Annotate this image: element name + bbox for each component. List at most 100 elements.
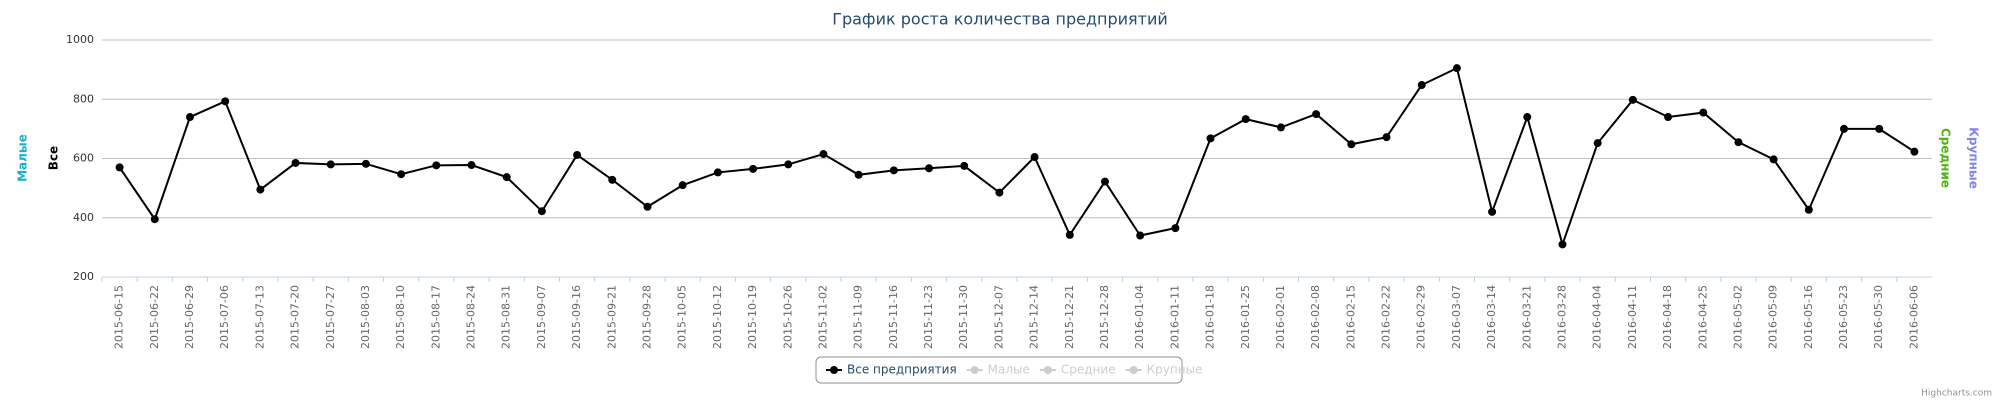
marker	[784, 160, 793, 169]
axis-title: Все	[47, 146, 61, 170]
x-tick-label: 2015-07-20	[289, 285, 302, 349]
marker	[1347, 140, 1356, 149]
marker	[678, 181, 687, 190]
x-tick-label: 2015-06-29	[183, 285, 196, 349]
chart-title: График роста количества предприятий	[832, 10, 1168, 29]
marker	[1312, 110, 1321, 119]
marker	[432, 161, 441, 170]
marker	[1804, 205, 1813, 214]
marker	[326, 160, 335, 169]
y-tick-label: 1000	[66, 33, 94, 46]
x-tick-label: 2016-03-21	[1520, 285, 1533, 349]
marker	[643, 202, 652, 211]
marker	[1276, 123, 1285, 132]
x-tick-label: 2016-04-04	[1591, 285, 1604, 349]
x-tick-label: 2015-12-21	[1063, 285, 1076, 349]
credits[interactable]: Highcharts.com	[1921, 389, 1992, 399]
x-tick-label: 2015-06-22	[148, 285, 161, 349]
x-tick-label: 2015-11-02	[816, 285, 829, 349]
marker	[1171, 224, 1180, 233]
marker	[467, 161, 476, 170]
marker	[150, 215, 159, 224]
marker	[256, 185, 265, 194]
x-tick-label: 2016-01-11	[1168, 285, 1181, 349]
x-tick-label: 2015-11-30	[957, 285, 970, 349]
line	[118, 66, 1915, 248]
legend-marker	[1129, 366, 1138, 374]
legend-label[interactable]: Крупные	[1147, 363, 1203, 377]
marker	[1523, 113, 1532, 122]
x-tick-label: 2015-10-05	[676, 285, 689, 349]
x-tick-label: 2016-04-18	[1661, 285, 1674, 349]
marker	[1452, 64, 1461, 73]
x-tick-label: 2015-06-15	[113, 285, 126, 349]
y-tick-label: 600	[73, 152, 94, 165]
marker	[1206, 134, 1215, 143]
legend-box	[815, 356, 1183, 384]
x-tick-label: 2016-01-18	[1204, 285, 1217, 349]
x-tick-label: 2016-04-25	[1696, 285, 1709, 349]
marker	[960, 161, 969, 170]
x-tick-label: 2016-01-25	[1239, 285, 1252, 349]
x-tick-label: 2016-02-22	[1380, 285, 1393, 349]
marker	[1875, 124, 1884, 133]
marker	[1065, 230, 1074, 239]
x-tick-label: 2016-05-09	[1767, 285, 1780, 349]
legend-marker	[830, 366, 838, 374]
x-tick-label: 2015-08-31	[500, 285, 513, 349]
marker	[537, 207, 546, 216]
marker	[819, 150, 828, 159]
marker	[1664, 113, 1673, 122]
x-tick-label: 2015-09-07	[535, 285, 548, 349]
marker	[397, 170, 406, 179]
x-tick-label: 2016-03-07	[1450, 285, 1463, 349]
x-tick-label: 2015-09-16	[570, 285, 583, 349]
marker	[713, 168, 722, 177]
x-tick-label: 2015-11-09	[852, 285, 865, 349]
marker	[1769, 155, 1778, 164]
x-tick-label: 2016-02-15	[1344, 285, 1357, 349]
marker	[1840, 124, 1849, 133]
legend-marker	[970, 366, 979, 374]
x-tick-label: 2015-11-23	[922, 285, 935, 349]
marker	[925, 164, 934, 173]
marker	[1100, 177, 1109, 186]
x-tick-label: 2015-08-10	[394, 285, 407, 349]
marker	[1030, 153, 1039, 162]
x-tick-label: 2016-03-14	[1485, 285, 1498, 349]
x-tick-label: 2015-08-24	[465, 285, 478, 349]
x-tick-label: 2016-02-01	[1274, 285, 1287, 349]
marker	[995, 188, 1004, 197]
marker	[1241, 115, 1250, 124]
x-tick-label: 2016-02-08	[1309, 285, 1322, 349]
marker	[1417, 81, 1426, 90]
marker	[1558, 240, 1567, 249]
axis-title: Средние	[1939, 128, 1953, 188]
x-tick-label: 2015-10-26	[781, 285, 794, 349]
x-tick-label: 2016-06-06	[1907, 285, 1920, 349]
x-tick-label: 2016-05-30	[1872, 285, 1885, 349]
marker	[1382, 133, 1391, 142]
legend-marker	[1043, 366, 1052, 374]
y-tick-label: 200	[73, 270, 94, 283]
marker	[115, 163, 124, 172]
legend-label[interactable]: Все предприятия	[847, 363, 957, 377]
axis-title: Крупные	[1967, 127, 1981, 189]
x-tick-label: 2016-02-29	[1415, 285, 1428, 349]
marker	[608, 175, 617, 184]
x-tick-label: 2015-09-21	[605, 285, 618, 349]
legend-label[interactable]: Малые	[988, 363, 1030, 377]
marker	[1488, 207, 1497, 216]
x-tick-label: 2015-11-16	[887, 285, 900, 349]
marker	[502, 173, 511, 182]
x-tick-label: 2015-12-28	[1098, 285, 1111, 349]
marker	[1910, 147, 1919, 156]
legend-label[interactable]: Средние	[1061, 363, 1116, 377]
y-tick-label: 400	[73, 211, 94, 224]
marker	[854, 170, 863, 179]
x-tick-label: 2015-07-27	[324, 285, 337, 349]
x-tick-label: 2015-08-17	[429, 285, 442, 349]
x-tick-label: 2015-10-19	[746, 285, 759, 349]
x-tick-label: 2015-07-06	[218, 285, 231, 349]
